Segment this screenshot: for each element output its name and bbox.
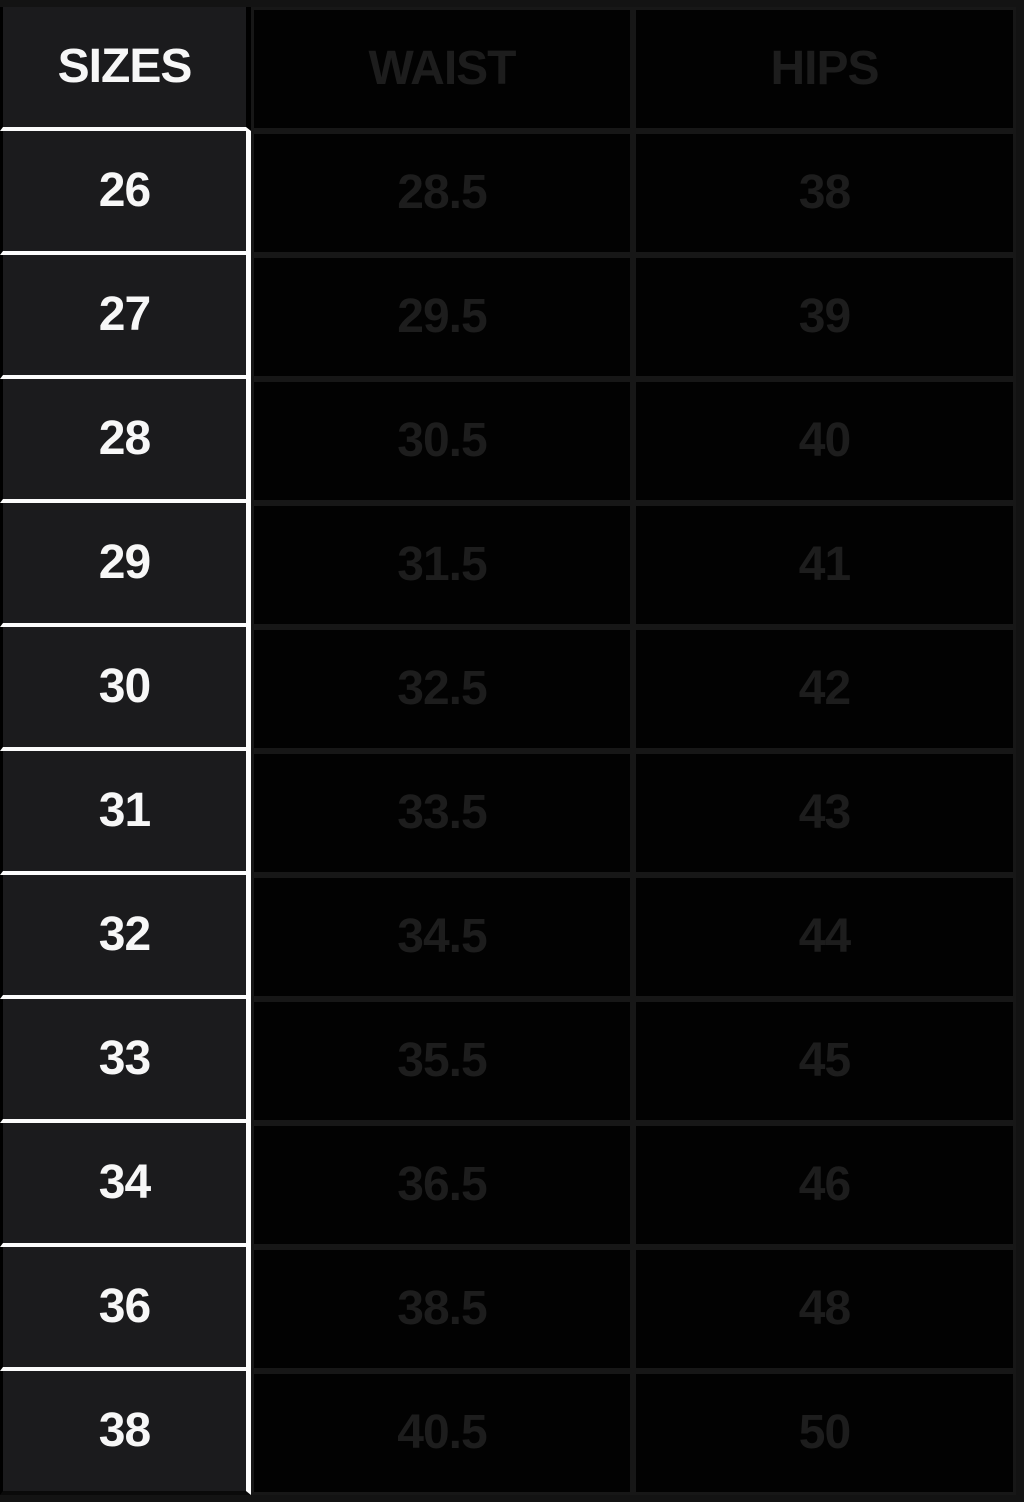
- hips-cell: 48: [633, 1247, 1016, 1371]
- hips-cell: 43: [633, 751, 1016, 875]
- table-row: 28 30.5 40: [0, 379, 1016, 503]
- waist-cell: 34.5: [251, 875, 633, 999]
- hips-cell: 41: [633, 503, 1016, 627]
- table-row: 34 36.5 46: [0, 1123, 1016, 1247]
- size-cell: 26: [0, 131, 251, 255]
- waist-cell: 38.5: [251, 1247, 633, 1371]
- size-cell: 28: [0, 379, 251, 503]
- waist-cell: 36.5: [251, 1123, 633, 1247]
- waist-cell: 33.5: [251, 751, 633, 875]
- waist-cell: 30.5: [251, 379, 633, 503]
- hips-cell: 39: [633, 255, 1016, 379]
- table-row: 32 34.5 44: [0, 875, 1016, 999]
- table-row: 29 31.5 41: [0, 503, 1016, 627]
- hips-cell: 45: [633, 999, 1016, 1123]
- hips-cell: 40: [633, 379, 1016, 503]
- waist-cell: 31.5: [251, 503, 633, 627]
- waist-cell: 29.5: [251, 255, 633, 379]
- hips-cell: 46: [633, 1123, 1016, 1247]
- table-row: 27 29.5 39: [0, 255, 1016, 379]
- hips-cell: 42: [633, 627, 1016, 751]
- column-header-sizes: SIZES: [0, 7, 251, 131]
- table-row: 26 28.5 38: [0, 131, 1016, 255]
- table-row: 33 35.5 45: [0, 999, 1016, 1123]
- table-row: 38 40.5 50: [0, 1371, 1016, 1495]
- waist-cell: 28.5: [251, 131, 633, 255]
- hips-cell: 38: [633, 131, 1016, 255]
- hips-cell: 50: [633, 1371, 1016, 1495]
- hips-cell: 44: [633, 875, 1016, 999]
- waist-cell: 35.5: [251, 999, 633, 1123]
- table-row: 30 32.5 42: [0, 627, 1016, 751]
- size-cell: 30: [0, 627, 251, 751]
- size-cell: 29: [0, 503, 251, 627]
- table-header-row: SIZES WAIST HIPS: [0, 7, 1016, 131]
- waist-cell: 40.5: [251, 1371, 633, 1495]
- size-cell: 32: [0, 875, 251, 999]
- table-row: 36 38.5 48: [0, 1247, 1016, 1371]
- size-cell: 27: [0, 255, 251, 379]
- waist-cell: 32.5: [251, 627, 633, 751]
- size-cell: 31: [0, 751, 251, 875]
- table-row: 31 33.5 43: [0, 751, 1016, 875]
- size-cell: 34: [0, 1123, 251, 1247]
- size-cell: 33: [0, 999, 251, 1123]
- column-header-waist: WAIST: [251, 7, 633, 131]
- size-cell: 38: [0, 1371, 251, 1495]
- column-header-hips: HIPS: [633, 7, 1016, 131]
- size-cell: 36: [0, 1247, 251, 1371]
